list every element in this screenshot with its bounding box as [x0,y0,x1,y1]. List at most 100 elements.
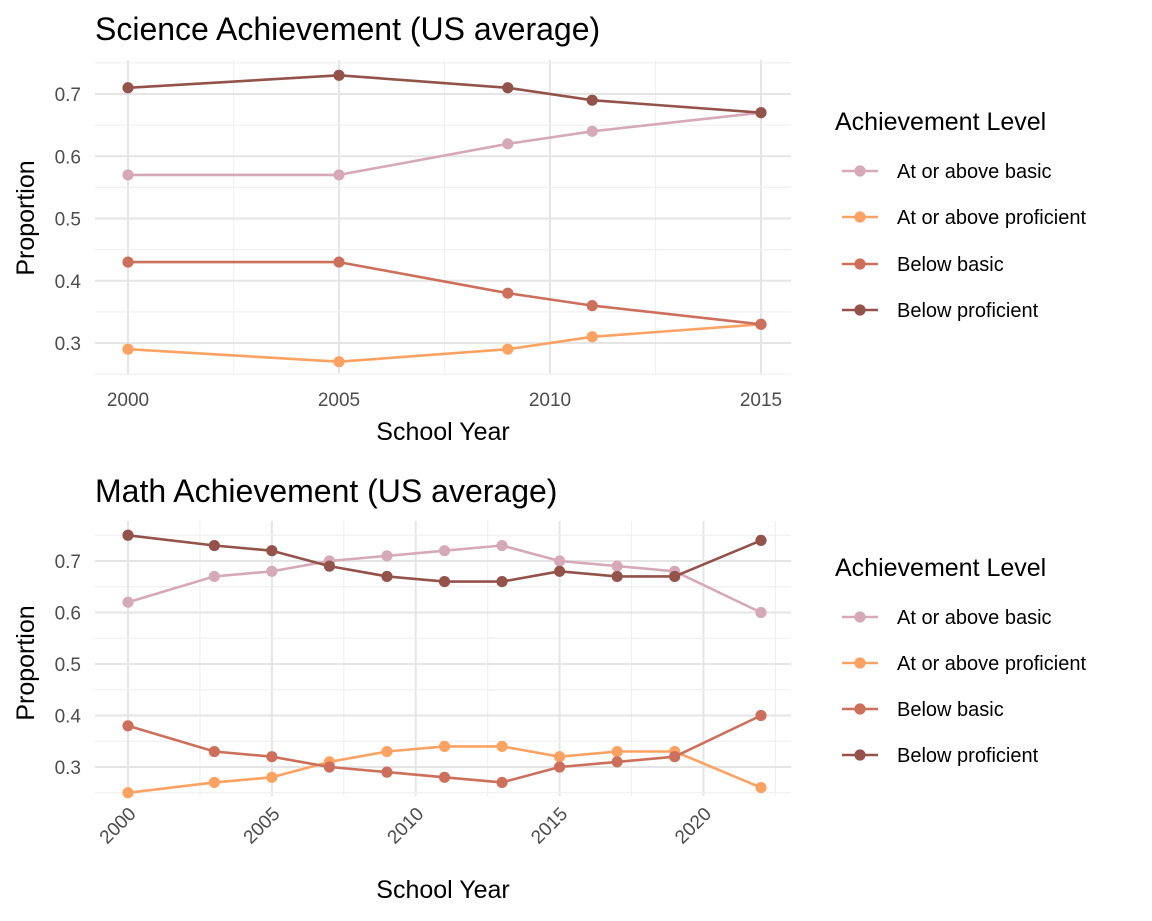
proficient-data-point [611,745,623,758]
x-tick-label: 2015 [740,390,782,411]
legend-point-key [854,657,866,669]
proficient-data-point [122,787,134,799]
basic-data-point [438,545,451,557]
proficient-data-point [333,356,345,368]
below-basic-data-point [496,776,508,789]
legend-point-key [854,211,866,223]
legend-item-below-proficient: Below proficient [842,745,1039,767]
legend-label: At or above proficient [897,207,1086,229]
below-basic-data-point [438,771,451,783]
proficient-data-point [502,343,514,355]
proficient-data-point [496,740,508,753]
x-tick-label: 2015 [527,804,572,849]
legend-point-key [854,749,866,761]
below-proficient-data-point [611,570,623,583]
below-proficient-data-point [122,529,134,541]
science-y-axis-title: Proportion [12,160,40,275]
x-tick-label: 2000 [107,390,149,411]
proficient-data-point [438,740,451,753]
math-x-tick-labels: 2000 2005 2010 2015 2020 [96,804,716,849]
proficient-data-point [266,771,278,783]
below-basic-data-point [586,300,598,312]
math-y-axis-title: Proportion [12,605,40,720]
x-tick-label: 2020 [671,804,716,849]
legend-point-key [854,304,866,316]
science-legend-title: Achievement Level [835,108,1046,136]
basic-data-point [208,570,220,583]
science-series-below-proficient [122,69,767,119]
legend-label: Below basic [897,699,1004,721]
science-gridlines [95,60,791,375]
science-legend: Achievement Level At or above basic At or… [835,108,1086,322]
below-proficient-data-point [755,107,767,119]
proficient-data-point [208,776,220,789]
legend-label: At or above basic [897,161,1052,183]
legend-label: At or above proficient [897,653,1086,675]
science-x-tick-labels: 2000 2005 2010 2015 [107,390,782,411]
math-legend: Achievement Level At or above basic At or… [835,554,1086,767]
below-basic-data-point [333,256,345,268]
below-basic-data-point [755,318,767,330]
basic-data-point [266,565,278,577]
x-tick-label: 2000 [96,804,141,849]
below-basic-data-point [611,756,623,768]
basic-data-point [122,169,134,181]
legend-item-basic: At or above basic [842,607,1052,629]
below-basic-data-point [553,761,566,773]
proficient-data-point [381,745,393,758]
below-basic-data-point [502,287,514,299]
basic-data-point [122,596,134,608]
below-basic-data-point [208,745,220,758]
below-proficient-data-point [266,545,278,557]
legend-label: Below proficient [897,745,1039,767]
y-tick-label: 0.5 [55,210,81,231]
below-proficient-data-point [122,82,134,94]
below-basic-data-point [755,709,767,722]
proficient-data-point [122,343,134,355]
math-series-proficient [122,740,767,799]
math-series-below-basic [122,709,767,789]
legend-item-below-basic: Below basic [842,699,1004,721]
y-tick-label: 0.6 [55,604,81,625]
legend-item-proficient: At or above proficient [842,653,1086,675]
y-tick-label: 0.3 [55,334,81,355]
x-tick-label: 2010 [529,390,571,411]
y-tick-label: 0.5 [55,655,81,676]
below-basic-data-point [122,720,134,732]
y-tick-label: 0.7 [55,85,81,106]
science-series-lines [122,69,767,368]
x-tick-label: 2005 [318,390,360,411]
math-series-below-proficient [122,529,767,588]
x-tick-label: 2005 [240,804,285,849]
below-basic-data-point [669,751,681,763]
basic-data-point [502,138,514,150]
below-proficient-data-point [208,539,220,552]
legend-point-key [854,611,866,623]
basic-data-point [553,555,566,567]
below-basic-data-point [266,751,278,763]
legend-label: Below basic [897,254,1004,276]
math-gridlines [95,521,791,796]
math-legend-title: Achievement Level [835,554,1046,582]
science-x-axis-title: School Year [376,418,509,446]
y-tick-label: 0.4 [55,272,82,293]
math-y-tick-labels: 0.3 0.4 0.5 0.6 0.7 [55,552,82,779]
science-series-below-basic [122,256,767,330]
below-proficient-data-point [381,570,393,583]
below-basic-data-point [122,256,134,268]
legend-item-below-proficient: Below proficient [842,300,1039,322]
legend-item-below-basic: Below basic [842,254,1004,276]
legend-item-basic: At or above basic [842,161,1052,183]
below-proficient-data-point [438,576,451,588]
below-basic-data-point [323,761,336,773]
proficient-data-point [755,782,767,794]
basic-data-point [381,550,393,562]
y-tick-label: 0.6 [55,147,81,168]
math-chart-title: Math Achievement (US average) [95,473,557,509]
basic-data-point [496,539,508,552]
x-tick-label: 2010 [384,804,429,849]
math-x-axis-title: School Year [376,876,509,904]
basic-data-point [611,560,623,572]
basic-data-point [755,606,767,619]
below-proficient-data-point [333,69,345,81]
